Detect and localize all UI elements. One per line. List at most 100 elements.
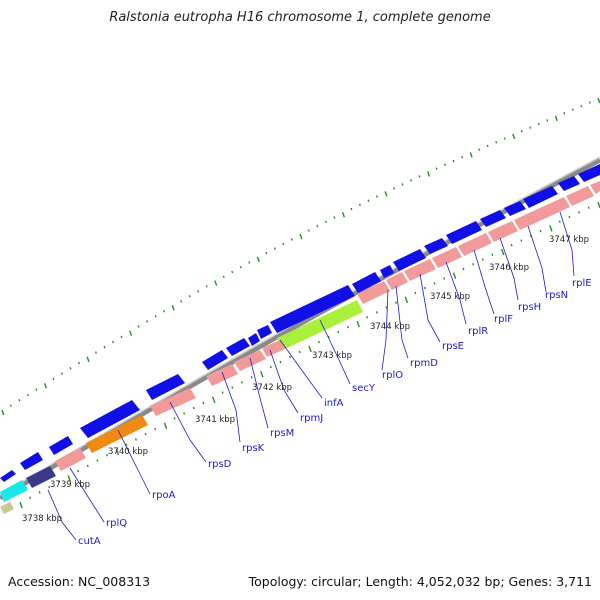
secy-highlight[interactable] bbox=[277, 300, 363, 350]
rna-block[interactable] bbox=[234, 350, 266, 371]
gene-label[interactable]: rpsH bbox=[518, 302, 541, 313]
tick-mark bbox=[43, 383, 47, 389]
tick-mark bbox=[486, 144, 489, 148]
gene-label[interactable]: infA bbox=[324, 398, 344, 409]
gene-label[interactable]: rpsK bbox=[242, 443, 265, 454]
cds-arrow[interactable] bbox=[578, 164, 600, 182]
rna-block[interactable] bbox=[488, 221, 518, 242]
gene-label[interactable]: rplF bbox=[494, 314, 513, 325]
tick-mark bbox=[125, 443, 128, 446]
tick-mark bbox=[358, 203, 361, 207]
gene-label[interactable]: rpsE bbox=[442, 341, 464, 352]
cds-arrow[interactable] bbox=[480, 210, 506, 227]
tick-mark bbox=[137, 325, 140, 328]
tick-mark bbox=[346, 325, 349, 329]
tick-mark bbox=[443, 277, 446, 280]
tick-mark bbox=[580, 104, 583, 108]
tick-mark bbox=[571, 108, 574, 111]
tick-mark bbox=[481, 258, 484, 261]
rna-block[interactable] bbox=[150, 388, 196, 416]
cds-arrow[interactable] bbox=[49, 436, 73, 455]
tick-mark bbox=[568, 215, 571, 219]
gene-label[interactable]: rpsD bbox=[208, 459, 232, 470]
rna-block[interactable] bbox=[0, 502, 14, 514]
rna-block[interactable] bbox=[432, 247, 462, 268]
cds-arrow[interactable] bbox=[504, 201, 526, 216]
tick-mark bbox=[154, 427, 157, 431]
cds-arrow[interactable] bbox=[80, 400, 140, 438]
gene-label[interactable]: rpsN bbox=[545, 290, 568, 301]
rna-block[interactable] bbox=[357, 281, 390, 304]
tick-mark bbox=[501, 248, 505, 256]
tick-mark bbox=[173, 417, 176, 420]
tick-mark bbox=[18, 399, 21, 402]
gene-label[interactable]: rpsM bbox=[270, 428, 294, 439]
gene-label[interactable]: rplR bbox=[468, 326, 488, 337]
cds-arrow[interactable] bbox=[0, 470, 16, 482]
tick-mark bbox=[120, 335, 123, 339]
cds-arrow[interactable] bbox=[558, 176, 580, 191]
tick-mark bbox=[462, 267, 465, 271]
tick-mark bbox=[60, 372, 63, 375]
gene-label[interactable]: rplO bbox=[382, 370, 403, 381]
kbp-label: 3744 kbp bbox=[370, 322, 410, 332]
gene-label[interactable]: rpmD bbox=[410, 358, 438, 369]
tick-mark bbox=[452, 159, 455, 163]
cds-arrow[interactable] bbox=[270, 285, 355, 333]
tick-mark bbox=[554, 115, 558, 122]
tick-mark bbox=[375, 195, 378, 198]
tick-mark bbox=[427, 171, 431, 177]
kbp-label: 3747 kbp bbox=[549, 235, 589, 245]
tick-mark bbox=[461, 155, 464, 159]
rna-block[interactable] bbox=[566, 186, 594, 206]
cds-arrow[interactable] bbox=[352, 272, 381, 293]
tick-mark bbox=[356, 320, 360, 328]
cds-arrow[interactable] bbox=[380, 265, 394, 278]
tick-mark bbox=[384, 191, 388, 197]
tick-mark bbox=[256, 256, 260, 263]
tick-mark bbox=[433, 282, 436, 285]
rna-block[interactable] bbox=[514, 197, 570, 230]
tick-mark bbox=[520, 130, 523, 133]
tick-mark bbox=[239, 265, 242, 269]
tick-mark bbox=[180, 299, 183, 303]
tick-mark bbox=[231, 386, 234, 389]
tick-mark bbox=[48, 485, 51, 489]
cds-arrow[interactable] bbox=[257, 325, 272, 339]
rna-block[interactable] bbox=[206, 364, 238, 386]
cds-arrow[interactable] bbox=[226, 338, 250, 356]
rna-block[interactable] bbox=[55, 448, 86, 471]
cds-arrow[interactable] bbox=[146, 374, 185, 400]
rna-block[interactable] bbox=[590, 181, 600, 194]
gc-skew-dots bbox=[19, 201, 600, 509]
gene-label[interactable]: rpmJ bbox=[300, 413, 323, 424]
cds-arrow[interactable] bbox=[202, 350, 228, 370]
gene-label[interactable]: rpoA bbox=[152, 490, 176, 501]
cds-arrow[interactable] bbox=[446, 221, 482, 244]
gene-label[interactable]: rplQ bbox=[106, 518, 127, 529]
rna-block[interactable] bbox=[26, 466, 56, 488]
rna-block[interactable] bbox=[0, 480, 28, 502]
tick-mark bbox=[366, 316, 369, 319]
cds-arrow[interactable] bbox=[424, 238, 448, 254]
rna-block[interactable] bbox=[386, 272, 408, 290]
tick-mark bbox=[404, 296, 409, 304]
cds-arrow[interactable] bbox=[393, 249, 426, 271]
tick-mark bbox=[375, 311, 378, 314]
tick-mark bbox=[202, 401, 205, 405]
genome-summary-text: Topology: circular; Length: 4,052,032 bp… bbox=[248, 574, 592, 589]
rna-block[interactable] bbox=[404, 259, 436, 281]
rna-block[interactable] bbox=[86, 415, 148, 453]
gene-label[interactable]: rplE bbox=[572, 278, 592, 289]
gene-label[interactable]: secY bbox=[352, 383, 376, 394]
rna-block[interactable] bbox=[262, 340, 285, 357]
tick-mark bbox=[183, 412, 186, 415]
tick-mark bbox=[537, 122, 540, 126]
cds-arrow[interactable] bbox=[20, 452, 43, 470]
gene-label[interactable]: cutA bbox=[78, 536, 101, 547]
cds-arrow[interactable] bbox=[248, 333, 260, 346]
rna-block[interactable] bbox=[458, 233, 492, 256]
tick-mark bbox=[77, 469, 80, 473]
tick-mark bbox=[587, 206, 590, 209]
cds-arrow[interactable] bbox=[523, 186, 558, 208]
